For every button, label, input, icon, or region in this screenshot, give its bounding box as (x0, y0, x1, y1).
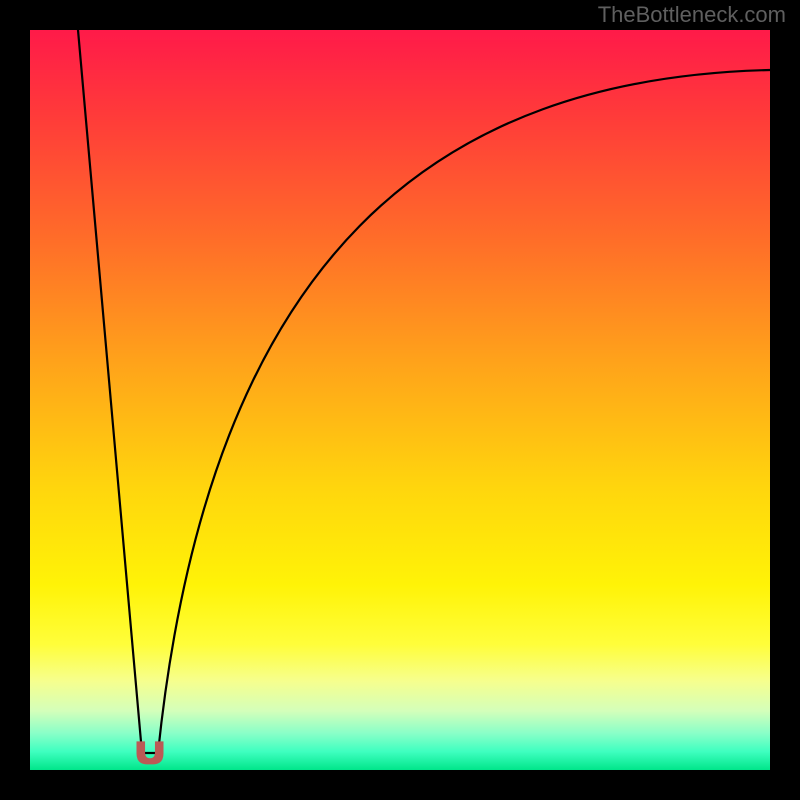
plot-background (30, 30, 770, 770)
chart-root: TheBottleneck.com (0, 0, 800, 800)
bottleneck-chart (0, 0, 800, 800)
watermark-text: TheBottleneck.com (598, 2, 786, 28)
